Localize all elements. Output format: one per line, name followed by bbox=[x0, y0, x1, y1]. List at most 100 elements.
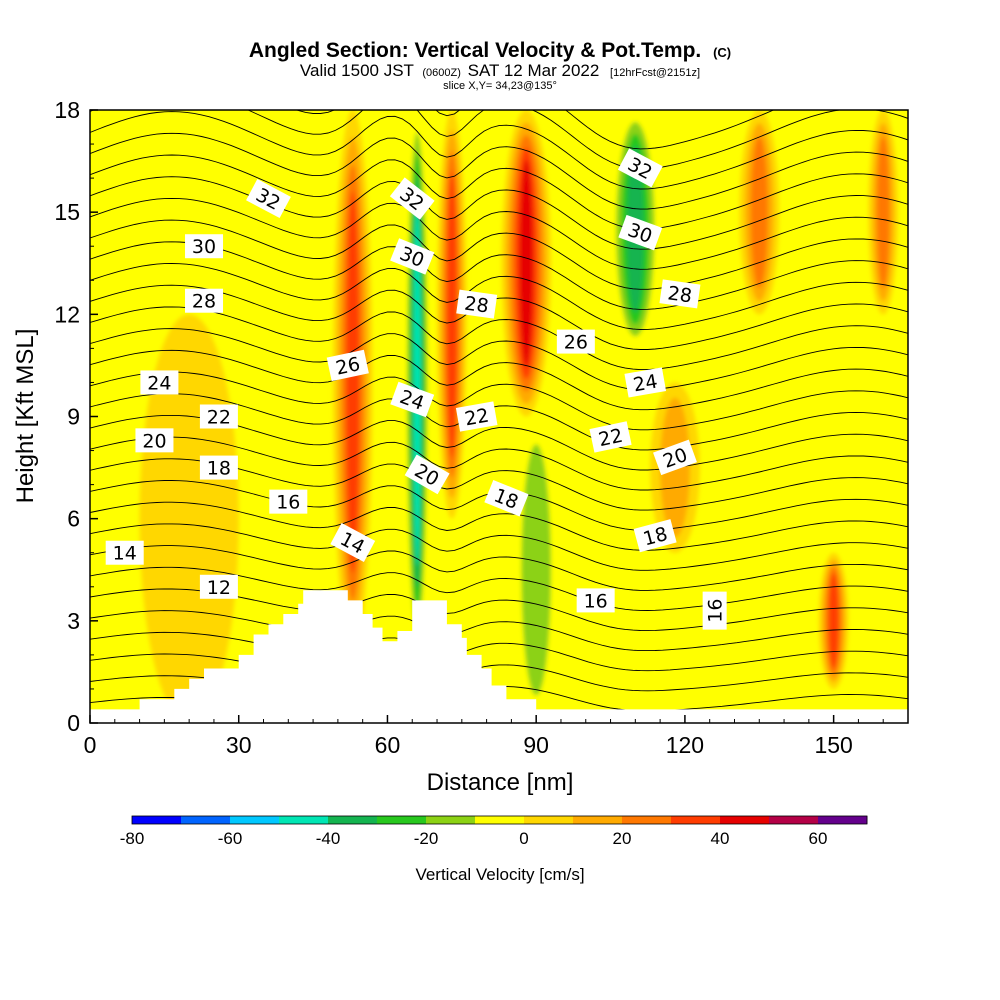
colorbar-tick-label: -80 bbox=[120, 829, 145, 848]
pot-temp-contour-line bbox=[90, 284, 908, 350]
contour-label: 18 bbox=[199, 455, 238, 480]
chart-subtitle: Valid 1500 JST (0600Z) SAT 12 Mar 2022 [… bbox=[300, 61, 700, 80]
contour-label-text: 24 bbox=[147, 372, 171, 394]
contour-label-box bbox=[269, 489, 308, 514]
contour-label: 16 bbox=[269, 489, 308, 514]
contour-label-box bbox=[617, 148, 663, 188]
colorbar-swatch bbox=[622, 816, 672, 824]
contour-label-box bbox=[702, 591, 727, 630]
contour-label-box bbox=[199, 574, 238, 599]
x-tick-label: 0 bbox=[84, 732, 97, 758]
y-tick-label: 15 bbox=[54, 199, 80, 225]
colorbar-swatch bbox=[377, 816, 427, 824]
slice-info: slice X,Y= 34,23@135° bbox=[443, 80, 557, 92]
contour-label-text: 30 bbox=[192, 236, 216, 258]
contour-label: 28 bbox=[456, 289, 498, 319]
contour-label-box bbox=[389, 177, 435, 220]
contour-label-text: 22 bbox=[207, 407, 231, 429]
contour-label-box bbox=[624, 367, 667, 398]
contour-label: 28 bbox=[185, 288, 224, 313]
pot-temp-contour-line bbox=[90, 132, 908, 210]
contour-label-text: 16 bbox=[276, 492, 300, 514]
contour-label: 30 bbox=[185, 234, 224, 259]
pot-temp-contour-line bbox=[90, 197, 908, 270]
contour-label-box bbox=[390, 238, 435, 275]
contour-label: 22 bbox=[589, 421, 632, 453]
pot-temp-contour-line bbox=[90, 349, 908, 411]
velocity-feature bbox=[739, 110, 780, 315]
colorbar-tick-label: 20 bbox=[613, 829, 632, 848]
contour-label-box bbox=[105, 540, 144, 565]
velocity-cell bbox=[519, 160, 534, 367]
contour-label-box bbox=[576, 588, 615, 613]
contour-label-box bbox=[653, 439, 697, 476]
pot-temp-contour-line bbox=[90, 241, 908, 310]
contour-label: 14 bbox=[105, 540, 144, 565]
pot-temp-contour-line bbox=[90, 328, 908, 391]
pot-temp-contour-line bbox=[90, 154, 908, 230]
contour-label-box bbox=[199, 455, 238, 480]
contour-label-box bbox=[140, 370, 179, 395]
x-tick-label: 60 bbox=[375, 732, 401, 758]
velocity-cell bbox=[446, 171, 457, 458]
pot-temp-contour-line bbox=[90, 111, 908, 190]
colorbar-tick-label: -40 bbox=[316, 829, 341, 848]
pot-temp-contour-line bbox=[90, 523, 908, 571]
contour-label-text: 26 bbox=[564, 332, 588, 354]
contour-label: 16 bbox=[702, 591, 727, 630]
velocity-feature bbox=[243, 110, 294, 655]
contour-label: 12 bbox=[199, 574, 238, 599]
colorbar-swatch bbox=[181, 816, 231, 824]
pot-temp-contour-line bbox=[90, 371, 908, 431]
pot-temp-contour-line bbox=[90, 219, 908, 290]
contour-label: 22 bbox=[455, 401, 498, 432]
x-tick-label: 120 bbox=[666, 732, 704, 758]
colorbar-label: Vertical Velocity [cm/s] bbox=[415, 865, 584, 884]
contour-label: 22 bbox=[199, 404, 238, 429]
contour-label-text: 22 bbox=[597, 425, 625, 452]
x-tick-label: 30 bbox=[226, 732, 252, 758]
x-tick-label: 150 bbox=[814, 732, 852, 758]
contour-label-text: 28 bbox=[192, 291, 216, 313]
x-tick-label: 90 bbox=[523, 732, 549, 758]
y-tick-label: 0 bbox=[67, 710, 80, 736]
pot-temp-contour-line bbox=[90, 610, 908, 652]
pot-temp-contour-line bbox=[90, 566, 908, 611]
contour-label-text: 18 bbox=[207, 458, 231, 480]
contour-label-text: 28 bbox=[666, 282, 693, 307]
colorbar-frame bbox=[131, 815, 868, 825]
y-tick-label: 9 bbox=[67, 404, 80, 430]
colorbar-swatch bbox=[475, 816, 525, 824]
pot-temp-contour-line bbox=[90, 545, 908, 591]
contour-label-text: 26 bbox=[334, 353, 362, 380]
pot-temp-contour-line bbox=[90, 306, 908, 371]
colorbar-swatch bbox=[524, 816, 574, 824]
terrain bbox=[90, 590, 908, 723]
colorbar-swatch bbox=[573, 816, 623, 824]
colorbar-swatch bbox=[671, 816, 721, 824]
contour-label-box bbox=[589, 421, 632, 453]
contour-label-box bbox=[455, 401, 498, 432]
y-tick-label: 6 bbox=[67, 506, 80, 532]
colorbar-tick-label: 0 bbox=[519, 829, 528, 848]
velocity-cell bbox=[828, 573, 839, 669]
contour-label-box bbox=[556, 329, 595, 354]
velocity-feature bbox=[511, 416, 561, 723]
contour-label-box bbox=[330, 522, 376, 563]
pot-temp-contour-line bbox=[90, 110, 908, 170]
colorbar-tick-label: -60 bbox=[218, 829, 243, 848]
chart-title: Angled Section: Vertical Velocity & Pot.… bbox=[249, 39, 731, 62]
colorbar-tick-label: 60 bbox=[809, 829, 828, 848]
colorbar-tick-label: -20 bbox=[414, 829, 439, 848]
colorbar-swatch bbox=[328, 816, 378, 824]
contour-label-box bbox=[456, 289, 498, 319]
x-axis-label: Distance [nm] bbox=[427, 769, 574, 796]
pot-temp-contour-line bbox=[90, 653, 908, 692]
contour-label-text: 12 bbox=[207, 577, 231, 599]
x-axis-ticks: 0 30 60 90 120 150 bbox=[84, 715, 884, 758]
contour-label-text: 20 bbox=[142, 430, 166, 452]
colorbar-swatch bbox=[279, 816, 329, 824]
pot-temp-contour-line bbox=[90, 631, 908, 672]
